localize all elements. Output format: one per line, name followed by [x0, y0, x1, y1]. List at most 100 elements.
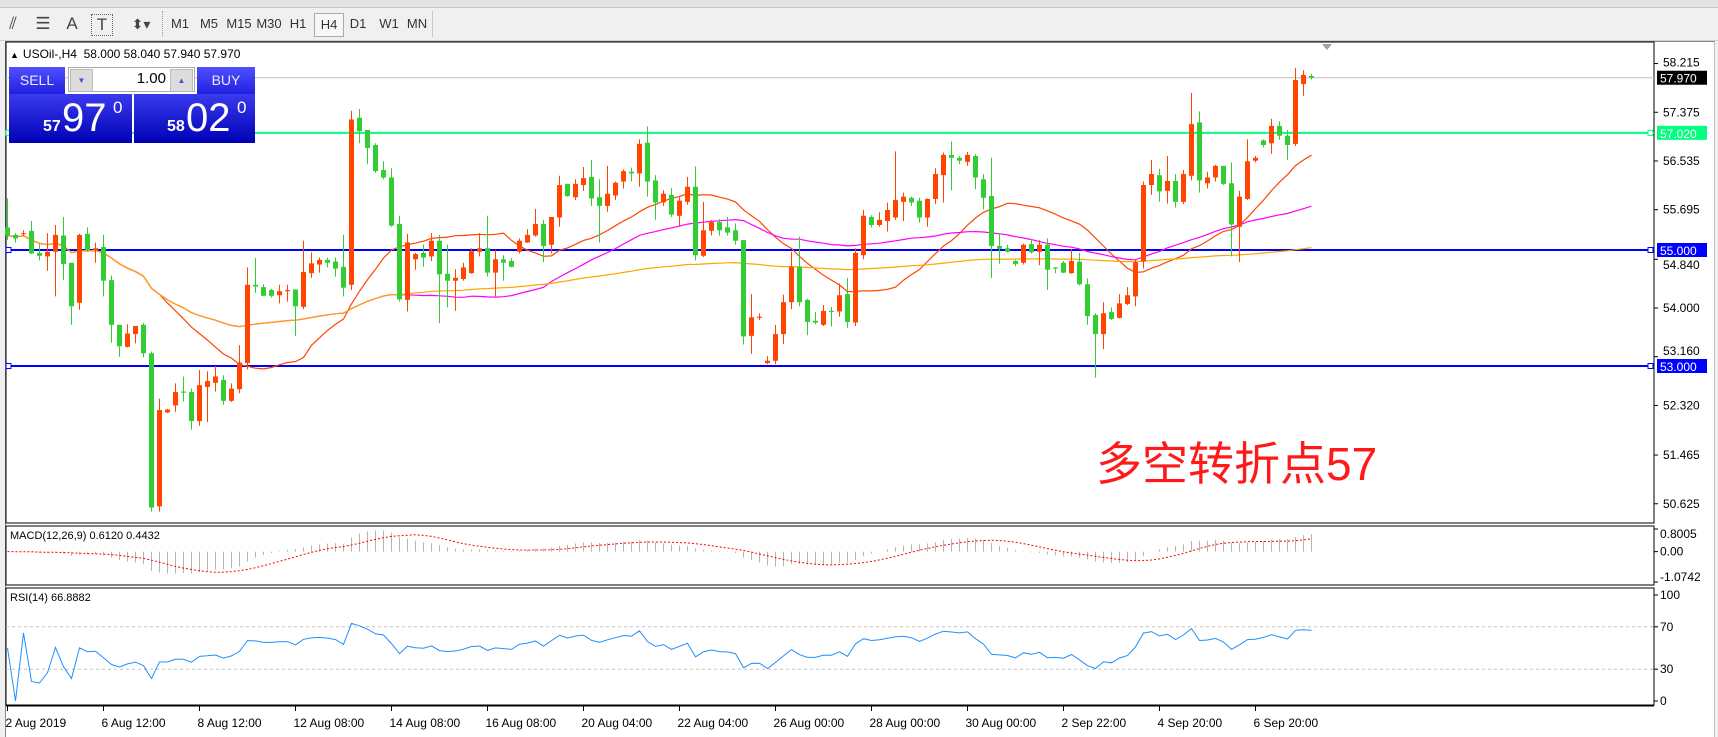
- timeframe-h4[interactable]: H4: [314, 13, 344, 37]
- buy-button[interactable]: BUY: [197, 67, 255, 95]
- candle: [469, 248, 474, 274]
- sell-price-box[interactable]: 57 97 0: [9, 94, 132, 143]
- arrows-icon[interactable]: ⬍▾: [131, 16, 151, 32]
- candle: [821, 305, 826, 326]
- candle-body: [1101, 313, 1106, 335]
- candle-body: [405, 242, 410, 300]
- candle-body: [885, 209, 890, 221]
- fibonacci-expansion-icon[interactable]: ⫽: [9, 14, 17, 33]
- candle-body: [1117, 303, 1122, 318]
- timeframe-w1[interactable]: W1: [379, 16, 399, 31]
- candle: [549, 216, 554, 254]
- lot-size-stepper[interactable]: ▼ 1.00 ▲: [68, 67, 195, 92]
- lot-decrease-button[interactable]: ▼: [70, 69, 93, 92]
- fibonacci-retracement-icon[interactable]: ☰: [35, 14, 51, 33]
- level-price-label: 57.020: [1660, 127, 1697, 141]
- candle: [85, 227, 90, 252]
- candle: [925, 198, 930, 227]
- lot-increase-button[interactable]: ▲: [170, 69, 193, 92]
- candle: [189, 388, 194, 430]
- time-axis-label: 6 Sep 20:00: [1254, 716, 1319, 730]
- candle: [765, 356, 770, 365]
- candle: [917, 197, 922, 223]
- candle: [581, 167, 586, 191]
- candle: [21, 230, 26, 237]
- candle-body: [621, 171, 626, 182]
- candle: [749, 294, 754, 354]
- candle-body: [213, 376, 218, 383]
- candle-body: [997, 245, 1002, 249]
- candle: [165, 408, 170, 413]
- timeframe-m5[interactable]: M5: [199, 16, 219, 31]
- buy-price-prefix: 58: [167, 118, 185, 135]
- candle-body: [1013, 261, 1018, 264]
- time-axis-label: 30 Aug 00:00: [966, 716, 1037, 730]
- candle-body: [549, 216, 554, 245]
- candle-body: [501, 259, 506, 263]
- sell-price-big: 97: [62, 96, 107, 140]
- candle-body: [1293, 80, 1298, 144]
- timeframe-m15[interactable]: M15: [226, 16, 252, 31]
- candle: [221, 375, 226, 405]
- candle-body: [1005, 248, 1010, 252]
- timeframe-m1[interactable]: M1: [170, 16, 190, 31]
- level-handle-right: [1647, 247, 1654, 253]
- ohlc-readout: 58.000 58.040 57.940 57.970: [83, 47, 241, 61]
- candle-body: [1261, 140, 1266, 146]
- candle: [629, 167, 634, 182]
- candle-body: [429, 240, 434, 257]
- price-tick-label: 50.625: [1663, 497, 1700, 511]
- chart-window[interactable]: [5, 41, 1715, 737]
- candle-body: [917, 200, 922, 218]
- sell-button[interactable]: SELL: [9, 67, 65, 95]
- candle: [725, 216, 730, 236]
- candle-body: [141, 324, 146, 354]
- candle: [773, 324, 778, 365]
- candle: [229, 383, 234, 402]
- candle: [605, 165, 610, 212]
- candle-body: [301, 272, 306, 307]
- buy-label: BUY: [211, 72, 241, 88]
- candle: [653, 175, 658, 220]
- chart-annotation-text[interactable]: 多空转折点57: [1096, 438, 1378, 490]
- lot-size-input[interactable]: 1.00: [136, 70, 166, 87]
- candle-body: [381, 169, 386, 178]
- candle-body: [1125, 295, 1130, 304]
- candle-body: [1173, 180, 1178, 202]
- buy-price-box[interactable]: 58 02 0: [134, 94, 255, 143]
- candle: [333, 257, 338, 277]
- candle: [709, 219, 714, 236]
- candle: [173, 383, 178, 412]
- timeframe-mn[interactable]: MN: [406, 16, 428, 31]
- candle-body: [669, 194, 674, 215]
- candle-body: [477, 248, 482, 252]
- candle: [245, 267, 250, 370]
- timeframe-h1[interactable]: H1: [289, 16, 307, 31]
- chart-shift-icon: [1322, 44, 1332, 50]
- candle-body: [149, 353, 154, 508]
- candle: [973, 154, 978, 190]
- candle-body: [781, 302, 786, 335]
- candle: [1077, 252, 1082, 286]
- candle: [1269, 118, 1274, 154]
- candle-body: [349, 119, 354, 285]
- candle-body: [373, 145, 378, 172]
- candle: [1013, 259, 1018, 267]
- candle: [53, 225, 58, 297]
- level-price-tag: [1657, 243, 1707, 257]
- candle: [125, 324, 130, 348]
- time-axis-label: 14 Aug 08:00: [390, 716, 461, 730]
- candle-body: [1053, 267, 1058, 269]
- timeframe-m30[interactable]: M30: [256, 16, 282, 31]
- candle-body: [717, 222, 722, 231]
- timeframe-d1[interactable]: D1: [349, 16, 367, 31]
- candle-body: [13, 234, 18, 239]
- text-label-icon[interactable]: T: [91, 14, 113, 36]
- candle-body: [45, 251, 50, 257]
- candle: [69, 262, 74, 325]
- candle: [509, 258, 514, 268]
- text-icon[interactable]: A: [66, 14, 78, 33]
- buy-price-sup: 0: [237, 98, 247, 117]
- candle-body: [485, 248, 490, 273]
